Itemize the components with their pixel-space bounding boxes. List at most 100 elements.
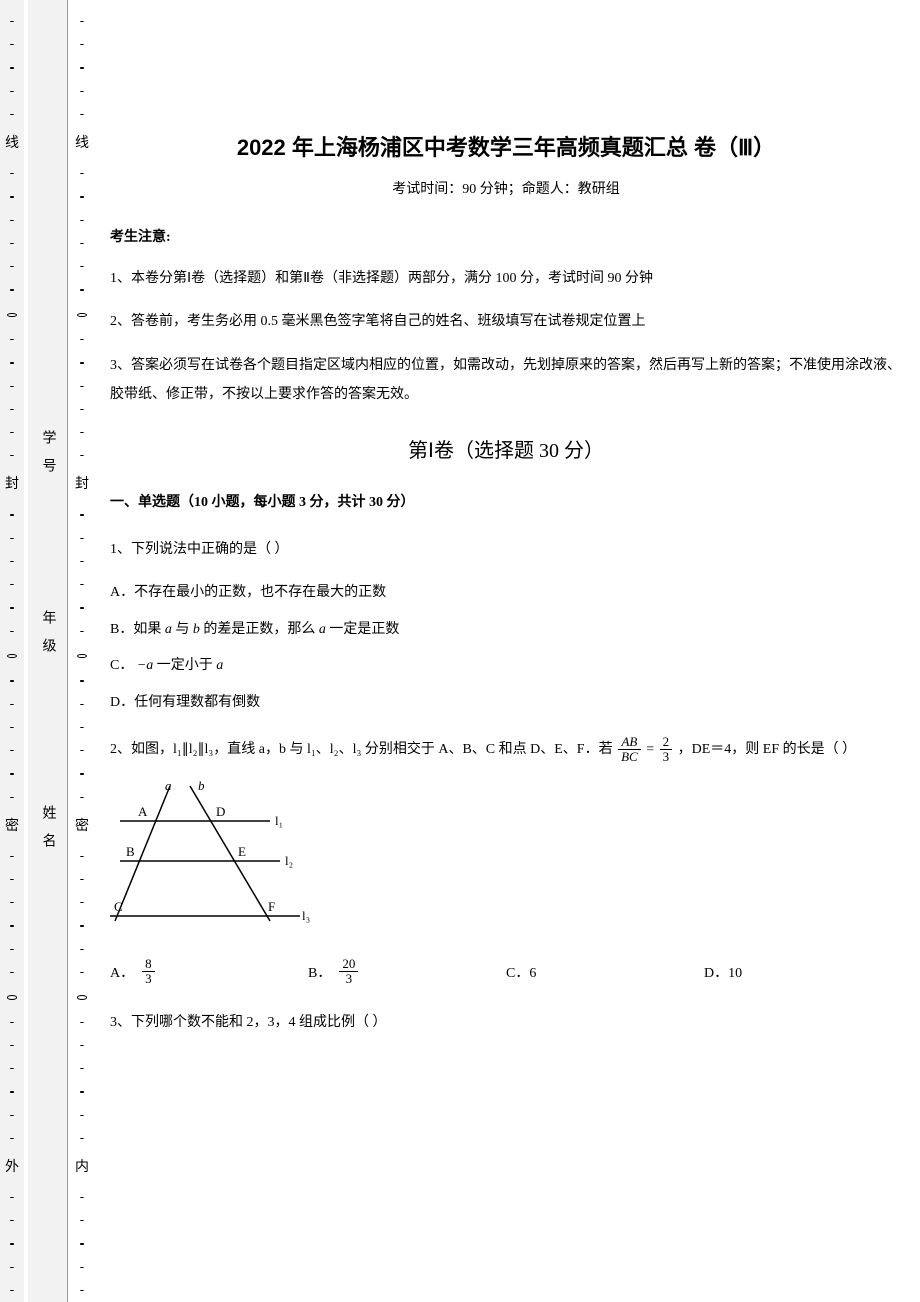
margin-dot: [80, 949, 84, 950]
margin-dot: [10, 67, 14, 68]
margin-dot: [10, 584, 14, 585]
notice-heading: 考生注意:: [110, 226, 902, 246]
margin-dot: [80, 196, 84, 197]
margin-dot: [80, 972, 84, 973]
margin-dot: [80, 409, 84, 410]
margin-dot: [80, 339, 84, 340]
notice-1: 1、本卷分第Ⅰ卷（选择题）和第Ⅱ卷（非选择题）两部分，满分 100 分，考试时间…: [110, 264, 902, 293]
margin-dot: [10, 1045, 14, 1046]
margin-dot: [80, 879, 84, 880]
margin-dot: [80, 1197, 84, 1198]
margin-dot: [10, 21, 14, 22]
margin-dot: [80, 362, 84, 363]
margin-dot: [10, 1091, 14, 1092]
margin-dot: [10, 289, 14, 290]
margin-dot: [10, 1068, 14, 1069]
svg-text:F: F: [268, 899, 275, 914]
margin-dot: [10, 339, 14, 340]
question-1-options: A．不存在最小的正数，也不存在最大的正数 B．如果 a 与 b 的差是正数，那么…: [110, 575, 902, 721]
q2-option-c: C．6: [506, 962, 704, 982]
margin-dot: [10, 514, 14, 515]
svg-text:A: A: [138, 804, 148, 819]
part-a-heading: 一、单选题（10 小题，每小题 3 分，共计 30 分）: [110, 491, 902, 511]
margin-dot: [10, 114, 14, 115]
label-grade: 年级: [38, 610, 58, 666]
margin-dot: [80, 114, 84, 115]
margin-dot: [80, 289, 84, 290]
margin-dot: [80, 584, 84, 585]
margin-dot: [80, 220, 84, 221]
margin-dot: [80, 266, 84, 267]
margin-dot: [80, 538, 84, 539]
margin-dot: [10, 220, 14, 221]
margin-dot: [10, 1197, 14, 1198]
label-name: 姓名: [38, 805, 58, 861]
margin-dot: [10, 902, 14, 903]
q1-option-a: A．不存在最小的正数，也不存在最大的正数: [110, 575, 902, 611]
svg-text:l₃: l₃: [302, 908, 310, 923]
margin-dot: [80, 1045, 84, 1046]
margin-dot: [10, 266, 14, 267]
exam-subtitle: 考试时间：90 分钟；命题人：教研组: [110, 178, 902, 198]
margin-dot: [10, 773, 14, 774]
margin-dot: [80, 1267, 84, 1268]
svg-text:l₂: l₂: [285, 853, 293, 868]
svg-text:B: B: [126, 844, 135, 859]
margin-dot: [10, 409, 14, 410]
margin-dot: [10, 750, 14, 751]
margin-dot: [10, 243, 14, 244]
q2-option-d: D．10: [704, 962, 902, 982]
inner-margin-column: 线封密内: [70, 0, 94, 1302]
margin-dot: [80, 514, 84, 515]
q1-option-b: B．如果 a 与 b 的差是正数，那么 a 一定是正数: [110, 612, 902, 648]
margin-dot: [80, 432, 84, 433]
question-2-stem: 2、如图，l₁∥l₂∥l₃，直线 a，b 与 l₁、l₂、l₃ 分别相交于 A、…: [110, 735, 902, 766]
margin-dot: [80, 1068, 84, 1069]
margin-dot: [80, 243, 84, 244]
q2-frac-abbc: AB BC: [618, 735, 641, 765]
margin-circle: [7, 654, 17, 658]
question-3-stem: 3、下列哪个数不能和 2，3，4 组成比例（ ）: [110, 1008, 902, 1039]
question-2-figure: a b A D l₁ B E l₂ C F l₃: [110, 776, 902, 941]
margin-dot: [10, 879, 14, 880]
margin-dot: [10, 1290, 14, 1291]
margin-dot: [10, 538, 14, 539]
margin-dot: [80, 902, 84, 903]
margin-dot: [10, 704, 14, 705]
margin-dot: [80, 1243, 84, 1244]
svg-text:l₁: l₁: [275, 813, 283, 828]
margin-char: 封: [5, 478, 19, 492]
margin-dot: [80, 925, 84, 926]
section-1-heading: 第Ⅰ卷（选择题 30 分）: [110, 434, 902, 463]
margin-dot: [10, 196, 14, 197]
margin-circle: [77, 995, 87, 999]
svg-text:a: a: [165, 778, 172, 793]
student-info-column: 学号 年级 姓名: [28, 0, 68, 1302]
margin-dot: [10, 173, 14, 174]
margin-dot: [80, 797, 84, 798]
margin-circle: [7, 313, 17, 317]
margin-dot: [80, 21, 84, 22]
margin-dot: [80, 561, 84, 562]
svg-text:C: C: [114, 899, 123, 914]
margin-circle: [77, 654, 87, 658]
margin-dot: [80, 67, 84, 68]
margin-char: 密: [5, 820, 19, 834]
margin-dot: [10, 607, 14, 608]
margin-dot: [10, 797, 14, 798]
margin-dot: [80, 1115, 84, 1116]
margin-dot: [10, 949, 14, 950]
notice-3: 3、答案必须写在试卷各个题目指定区域内相应的位置，如需改动，先划掉原来的答案，然…: [110, 351, 902, 410]
margin-dot: [10, 1243, 14, 1244]
notice-2: 2、答卷前，考生务必用 0.5 毫米黑色签字笔将自己的姓名、班级填写在试卷规定位…: [110, 307, 902, 336]
margin-dot: [10, 1022, 14, 1023]
margin-dot: [10, 1267, 14, 1268]
margin-dot: [10, 1220, 14, 1221]
margin-dot: [10, 1138, 14, 1139]
question-1-stem: 1、下列说法中正确的是（ ）: [110, 535, 902, 566]
margin-dot: [80, 1220, 84, 1221]
margin-dot: [10, 91, 14, 92]
margin-dot: [80, 1022, 84, 1023]
outer-margin-column: 线封密外: [0, 0, 24, 1302]
question-2-options: A． 8 3 B． 20 3 C．6 D．10: [110, 957, 902, 987]
